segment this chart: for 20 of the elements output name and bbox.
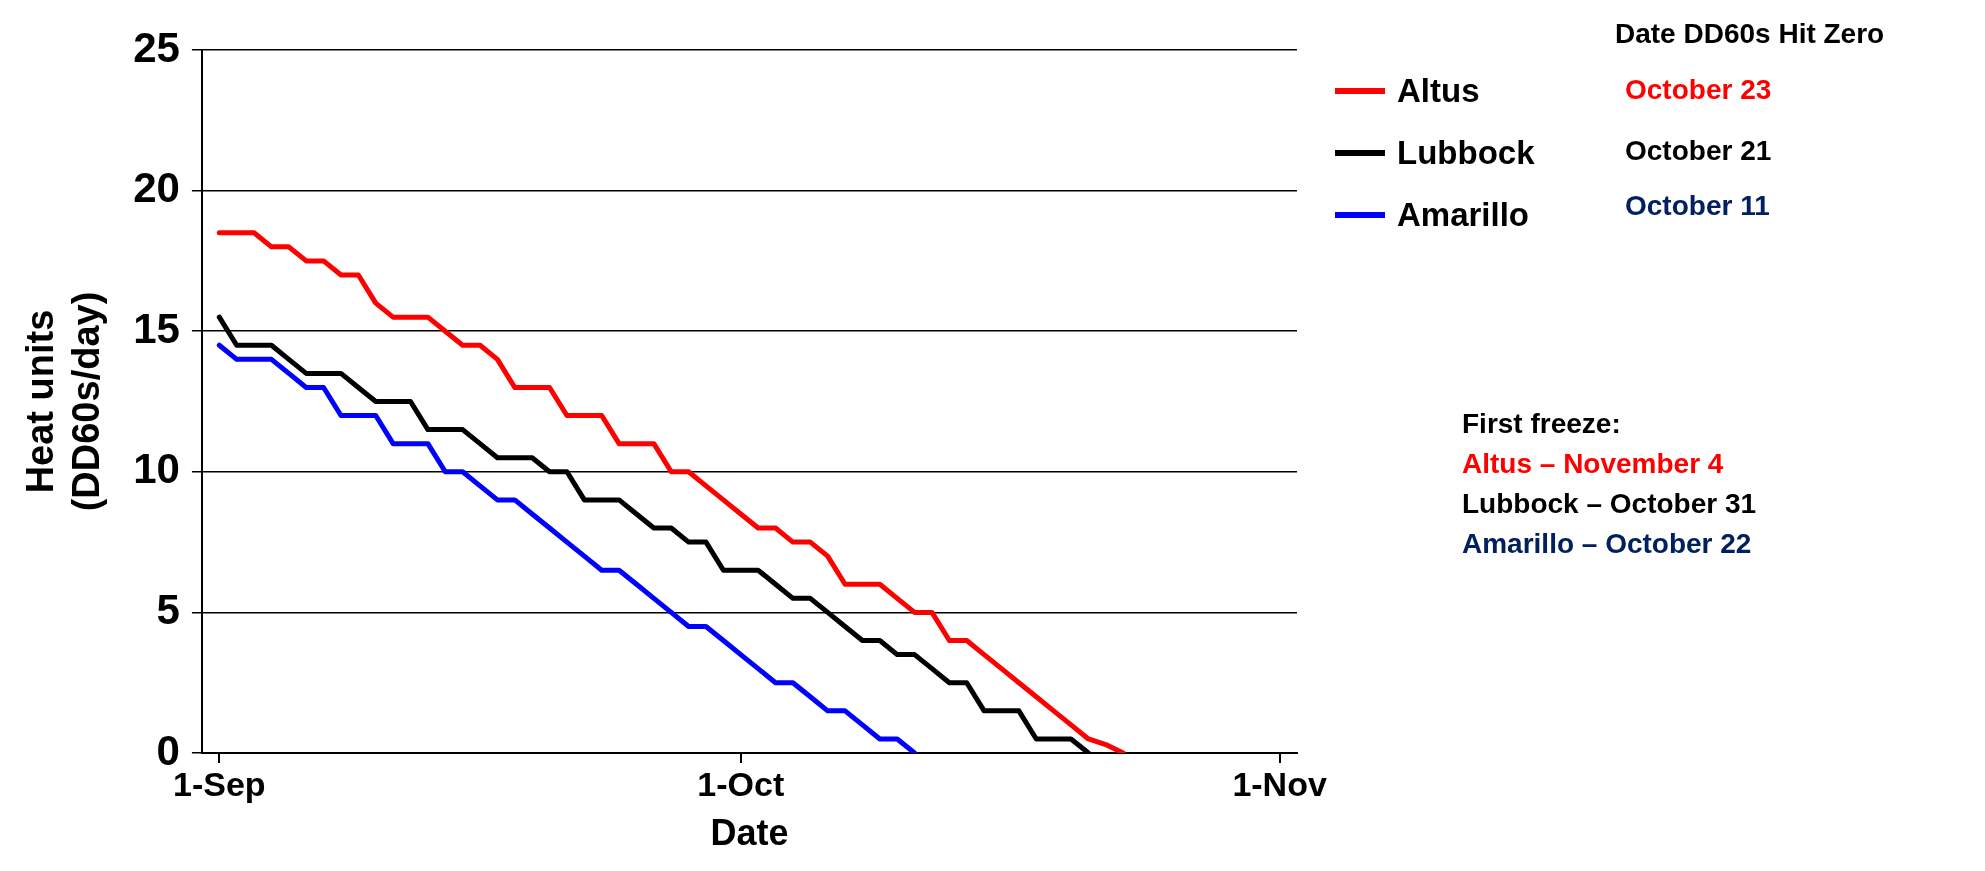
text: October 23 [1625, 74, 1772, 106]
legend-label: Amarillo [1397, 196, 1530, 234]
text: October 21 [1625, 135, 1772, 167]
x-tick-label: 1-Oct [697, 764, 785, 803]
y-tick-label: 10 [133, 445, 180, 493]
text: First freeze: [1462, 408, 1621, 440]
y-tick-label: 15 [133, 304, 180, 352]
y-axis-title: Heat units (DD60s/day) [19, 291, 107, 512]
x-axis-title: Date [710, 812, 789, 854]
text: Date DD60s Hit Zero [1615, 18, 1885, 50]
y-tick-label: 20 [133, 164, 180, 212]
y-tick-label: 5 [156, 585, 180, 633]
legend-label: Lubbock [1397, 134, 1535, 172]
y-tick-label: 25 [133, 23, 180, 71]
text: Altus – November 4 [1462, 448, 1724, 480]
text: Lubbock – October 31 [1462, 488, 1757, 520]
text: October 11 [1625, 190, 1770, 222]
x-tick-label: 1-Nov [1232, 764, 1327, 803]
text: Amarillo – October 22 [1462, 528, 1752, 560]
legend-label: Altus [1397, 72, 1480, 110]
